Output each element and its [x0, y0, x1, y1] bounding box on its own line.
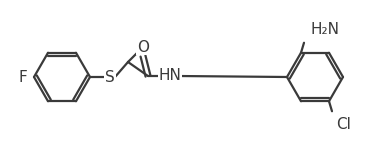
Text: Cl: Cl [336, 117, 351, 132]
Text: F: F [18, 69, 27, 84]
Text: H₂N: H₂N [311, 22, 340, 37]
Text: HN: HN [158, 69, 181, 84]
Text: O: O [137, 40, 149, 55]
Text: S: S [105, 69, 115, 84]
